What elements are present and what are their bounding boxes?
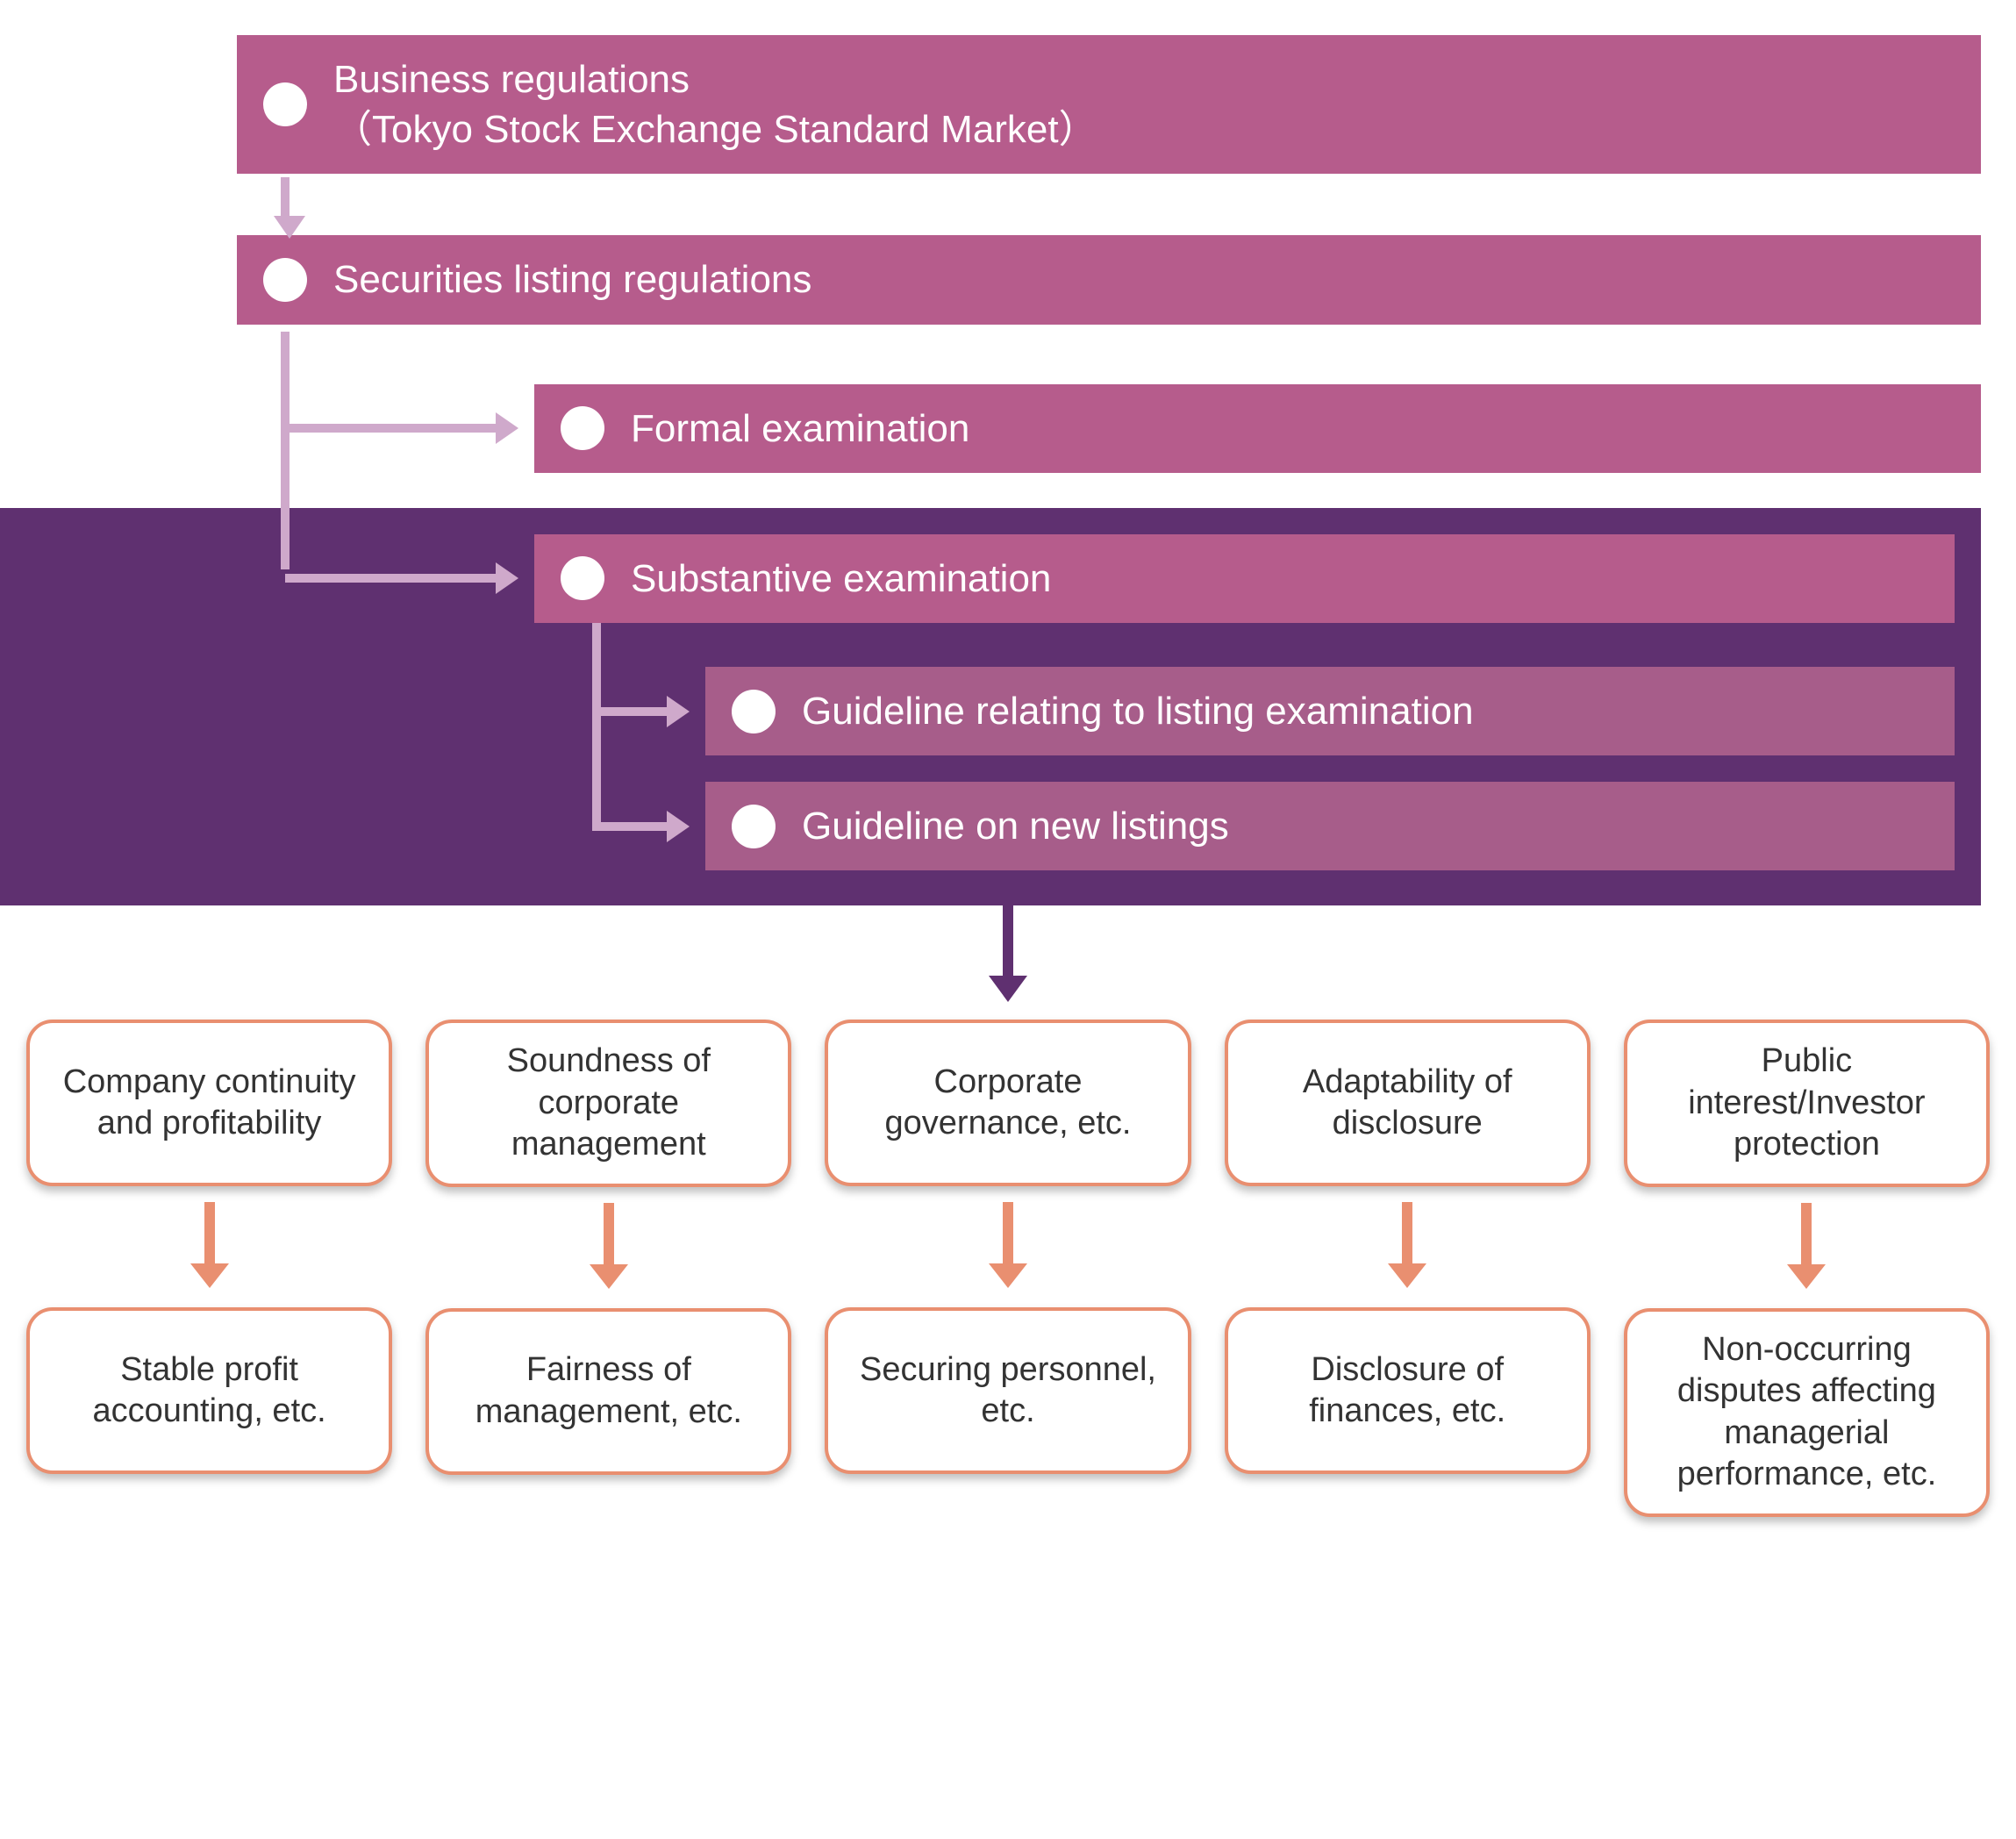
bar-guideline-listing-exam: Guideline relating to listing examinatio…	[705, 667, 1955, 755]
criteria-column: Company continuity and profitability Stab…	[26, 1020, 392, 1517]
bar-formal-examination: Formal examination	[534, 384, 1981, 473]
criteria-column: Corporate governance, etc. Securing perso…	[825, 1020, 1190, 1517]
arrow-down-icon	[1787, 1203, 1826, 1289]
criteria-column: Soundness of corporate management Fairnes…	[425, 1020, 791, 1517]
arrow-down-icon	[190, 1202, 229, 1288]
bullet-icon	[561, 556, 604, 600]
criteria-box-top: Public interest/Investor protection	[1624, 1020, 1990, 1187]
criteria-column: Public interest/Investor protection Non-o…	[1624, 1020, 1990, 1517]
arrow-right-icon	[496, 562, 518, 594]
connector-line	[592, 623, 601, 831]
arrow-down-icon	[263, 177, 307, 239]
connector-line	[597, 707, 667, 716]
hierarchy-region: Business regulations （Tokyo Stock Exchan…	[237, 35, 1981, 905]
criteria-box-top: Soundness of corporate management	[425, 1020, 791, 1187]
bar-business-regulations: Business regulations （Tokyo Stock Exchan…	[237, 35, 1981, 174]
criteria-box-top: Adaptability of disclosure	[1225, 1020, 1591, 1186]
child-row: Formal examination	[285, 384, 1981, 473]
children-container: Formal examination Substantive examinati…	[237, 332, 1981, 906]
arrow-right-icon	[667, 811, 690, 842]
child-row: Substantive examination	[285, 508, 1955, 623]
criteria-columns: Company continuity and profitability Stab…	[26, 1020, 1990, 1517]
bar-label: Substantive examination	[631, 554, 1051, 604]
criteria-columns-region: Company continuity and profitability Stab…	[26, 1020, 1990, 1517]
bar-securities-listing: Securities listing regulations	[237, 235, 1981, 324]
child-row: Guideline relating to listing examinatio…	[597, 667, 1955, 755]
bar-label: Formal examination	[631, 404, 969, 454]
criteria-box-bottom: Stable profit accounting, etc.	[26, 1307, 392, 1474]
criteria-box-top: Company continuity and profitability	[26, 1020, 392, 1186]
arrow-down-icon	[1388, 1202, 1426, 1288]
criteria-box-bottom: Disclosure of finances, etc.	[1225, 1307, 1591, 1474]
bar-guideline-new-listings: Guideline on new listings	[705, 782, 1955, 870]
arrow-down-icon	[26, 905, 1990, 1002]
bullet-icon	[263, 82, 307, 126]
bullet-icon	[263, 258, 307, 302]
bar-substantive-examination: Substantive examination	[534, 534, 1955, 623]
bullet-icon	[732, 805, 776, 848]
substantive-panel: Substantive examination Guideline relati…	[0, 508, 1981, 906]
criteria-box-bottom: Securing personnel, etc.	[825, 1307, 1190, 1474]
flowchart-root: Business regulations （Tokyo Stock Exchan…	[26, 35, 1990, 1517]
bar-label: Securities listing regulations	[333, 254, 811, 304]
connector-line	[285, 574, 496, 583]
connector-line	[281, 332, 290, 570]
criteria-box-top: Corporate governance, etc.	[825, 1020, 1190, 1186]
arrow-down-icon	[590, 1203, 628, 1289]
bar-label: Guideline relating to listing examinatio…	[802, 686, 1474, 736]
bullet-icon	[561, 406, 604, 450]
criteria-box-bottom: Non-occurring disputes affecting manager…	[1624, 1308, 1990, 1517]
criteria-box-bottom: Fairness of management, etc.	[425, 1308, 791, 1475]
connector-line	[285, 424, 496, 433]
children-container: Guideline relating to listing examinatio…	[575, 623, 1955, 870]
bullet-icon	[732, 690, 776, 733]
arrow-right-icon	[496, 412, 518, 444]
arrow-down-icon	[989, 1202, 1027, 1288]
arrow-right-icon	[667, 696, 690, 727]
bar-label: Guideline on new listings	[802, 801, 1229, 851]
bar-label: Business regulations （Tokyo Stock Exchan…	[333, 54, 1097, 154]
connector-line	[597, 822, 667, 831]
criteria-column: Adaptability of disclosure Disclosure of …	[1225, 1020, 1591, 1517]
child-row: Guideline on new listings	[597, 782, 1955, 870]
